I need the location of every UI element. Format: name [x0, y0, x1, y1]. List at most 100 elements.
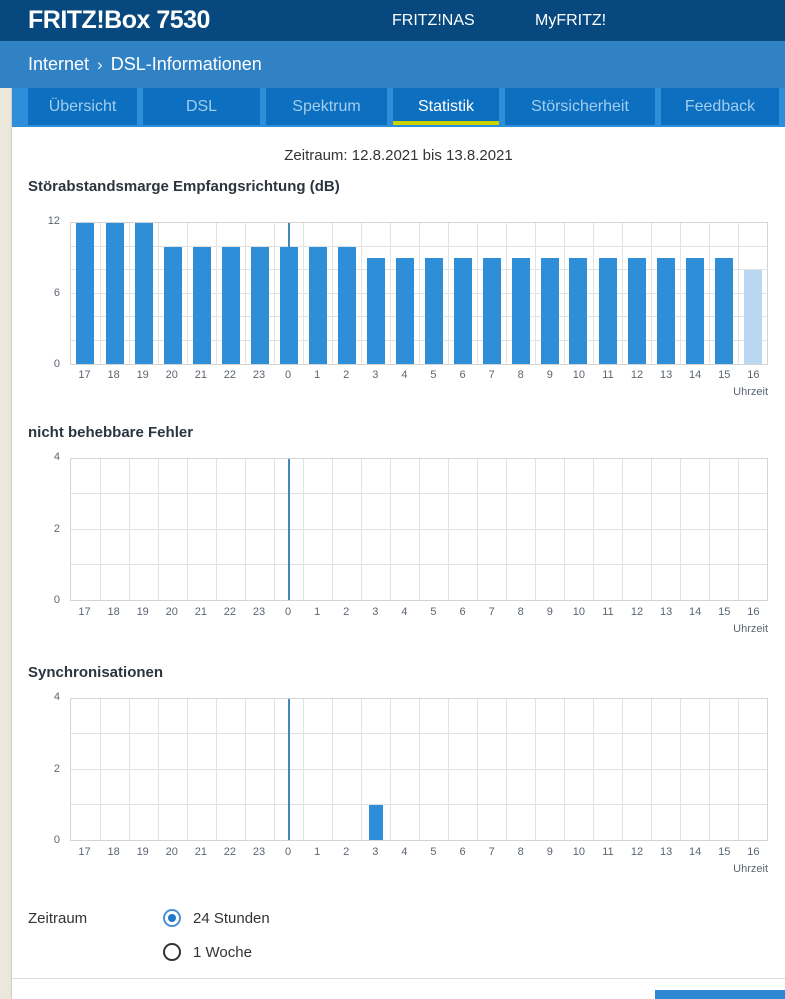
x-tick-label: 3: [372, 846, 379, 858]
tab-label: Feedback: [684, 97, 756, 115]
chart-title: nicht behebbare Fehler: [28, 424, 194, 441]
period-select-label: Zeitraum: [28, 910, 88, 927]
x-tick-label: 5: [430, 846, 437, 858]
x-tick-label: 15: [718, 846, 731, 858]
bar-hour-22: [221, 246, 240, 364]
app-title: FRITZ!Box 7530: [28, 6, 210, 34]
bar-hour-15: [714, 258, 733, 364]
breadcrumb-section: Internet: [28, 54, 90, 74]
tab-feedback[interactable]: Feedback: [661, 88, 779, 125]
radio-24-hours[interactable]: 24 Stunden: [163, 908, 463, 928]
bar-hour-9: [540, 258, 559, 364]
y-tick-label: 0: [53, 594, 60, 606]
y-tick-label: 12: [47, 215, 60, 227]
y-tick-label: 0: [53, 834, 60, 846]
x-tick-label: 7: [488, 846, 495, 858]
bar-hour-18: [105, 223, 124, 364]
bar-hour-14: [685, 258, 704, 364]
x-tick-label: 17: [78, 369, 91, 381]
x-tick-label: 11: [602, 846, 614, 858]
x-tick-label: 0: [285, 606, 292, 618]
x-tick-label: 10: [572, 846, 585, 858]
x-axis-labels: 17 18 19 20 21 22 23 0 1 2 3 4 5 6 7 8 9 10 11 12 13 14 15 16: [70, 606, 768, 618]
apply-button[interactable]: [655, 990, 785, 999]
x-tick-label: 6: [459, 846, 466, 858]
breadcrumb-bar: Internet›DSL-Informationen ?: [0, 41, 785, 119]
bar-hour-19: [134, 223, 153, 364]
x-tick-label: 16: [747, 606, 760, 618]
x-tick-label: 4: [401, 606, 408, 618]
x-axis-unit-label: Uhrzeit: [733, 386, 768, 398]
midnight-marker-line: [287, 459, 290, 600]
bar-hour-5: [424, 258, 443, 364]
x-tick-label: 18: [107, 369, 120, 381]
bar-hour-21: [192, 246, 211, 364]
x-tick-label: 3: [372, 606, 379, 618]
x-tick-label: 1: [314, 846, 321, 858]
bar-hour-8: [511, 258, 530, 364]
x-tick-label: 22: [223, 369, 237, 381]
tab-label: Spektrum: [292, 97, 361, 115]
radio-button-icon[interactable]: [163, 943, 181, 961]
x-tick-label: 20: [165, 846, 178, 858]
chart-plot-area: [70, 458, 768, 601]
tab-label: Störsicherheit: [531, 97, 629, 115]
x-tick-label: 13: [659, 606, 673, 618]
chart-title: Störabstandsmarge Empfangsrichtung (dB): [28, 178, 340, 195]
x-tick-label: 12: [630, 369, 644, 381]
y-tick-label: 0: [53, 358, 60, 370]
radio-option-label: 1 Woche: [193, 943, 252, 961]
radio-option-label: 24 Stunden: [193, 909, 270, 927]
x-tick-label: 7: [488, 369, 495, 381]
bar-hour-3: [366, 258, 385, 364]
y-tick-label: 4: [53, 691, 60, 703]
x-tick-label: 0: [285, 846, 292, 858]
tab-spektrum[interactable]: Spektrum: [266, 88, 387, 125]
bar-hour-13: [656, 258, 675, 364]
chevron-right-icon: ›: [97, 55, 103, 74]
x-tick-label: 5: [430, 369, 437, 381]
x-tick-label: 14: [689, 369, 702, 381]
x-tick-label: 21: [194, 369, 207, 381]
radio-1-week[interactable]: 1 Woche: [163, 942, 463, 962]
x-tick-label: 21: [194, 846, 207, 858]
x-tick-label: 8: [517, 606, 524, 618]
x-tick-label: 9: [546, 606, 553, 618]
bar-hour-10: [569, 258, 588, 364]
tab-stoersicherheit[interactable]: Störsicherheit: [505, 88, 655, 125]
bar-hour-12: [627, 258, 646, 364]
tab-statistik[interactable]: Statistik: [393, 88, 499, 125]
bar-hour-23: [250, 246, 269, 364]
tab-label: Übersicht: [48, 97, 117, 115]
tab-dsl[interactable]: DSL: [143, 88, 260, 125]
x-tick-label: 17: [78, 606, 91, 618]
x-tick-label: 22: [223, 606, 237, 618]
footer-divider: [12, 978, 785, 979]
x-tick-label: 20: [165, 606, 178, 618]
nav-myfritz[interactable]: MyFRITZ!: [535, 12, 607, 29]
radio-button-icon[interactable]: [163, 909, 181, 927]
x-tick-label: 18: [107, 606, 120, 618]
bar-hour-11: [598, 258, 617, 364]
y-axis-labels: 0 6 12: [20, 215, 64, 370]
y-axis-labels: 0 2 4: [20, 691, 64, 846]
x-tick-label: 12: [630, 606, 644, 618]
top-header: FRITZ!Box 7530 FRITZ!NAS MyFRITZ!: [0, 0, 785, 41]
x-tick-label: 2: [343, 846, 350, 858]
bar-hour-17: [76, 223, 95, 364]
midnight-marker-line: [287, 699, 290, 840]
x-tick-label: 0: [285, 369, 292, 381]
nav-fritznas[interactable]: FRITZ!NAS: [392, 12, 475, 29]
tab-uebersicht[interactable]: Übersicht: [28, 88, 137, 125]
x-tick-label: 13: [659, 846, 673, 858]
x-tick-label: 19: [136, 369, 149, 381]
y-tick-label: 6: [53, 286, 60, 299]
bar-hour-0: [279, 246, 298, 364]
x-tick-label: 17: [78, 846, 91, 858]
x-tick-label: 13: [659, 369, 673, 381]
x-tick-label: 11: [602, 369, 614, 381]
chart-plot-area: [70, 222, 768, 365]
x-axis-unit-label: Uhrzeit: [733, 623, 768, 635]
x-tick-label: 2: [343, 606, 350, 618]
